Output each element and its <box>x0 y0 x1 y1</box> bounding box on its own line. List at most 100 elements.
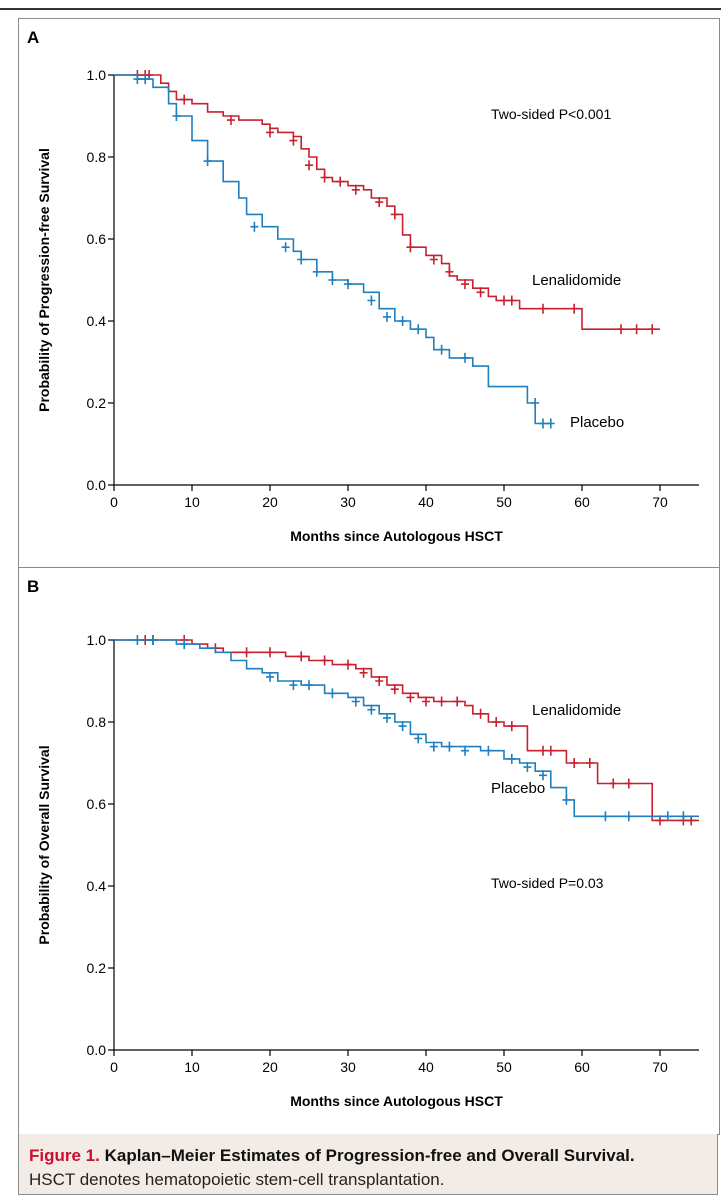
chart-a-series-placebo-label: Placebo <box>570 414 624 431</box>
chart-a-series-placebo-censor-mark <box>383 311 391 322</box>
chart-a-series-lenalidomide-censor-mark <box>227 115 235 126</box>
chart-a-series-lenalidomide-censor-mark <box>305 160 313 171</box>
chart-b-series-lenalidomide-censor-mark <box>242 647 251 658</box>
chart-b-x-tick-label: 0 <box>110 1059 118 1075</box>
chart-a-series-placebo-censor-mark <box>297 254 306 265</box>
chart-b-series-lenalidomide-censor-mark <box>297 651 306 662</box>
chart-b-series-placebo-censor-mark <box>523 762 532 773</box>
chart-b-x-tick-label: 50 <box>496 1059 512 1075</box>
chart-a-series-lenalidomide-censor-mark <box>266 127 274 138</box>
chart-b-series-placebo-censor-mark <box>679 811 688 822</box>
chart-b-series-lenalidomide-censor-mark <box>507 721 516 732</box>
chart-b-series-placebo-censor-mark <box>445 741 454 752</box>
chart-a-series-placebo-censor-mark <box>203 156 212 167</box>
panel-b: B 0.0 0.2 0.4 0.6 0.8 1.0 0 10 20 30 40 50 60 70 Months… <box>18 567 720 1135</box>
chart-a-series-lenalidomide-censor-mark <box>375 197 384 208</box>
chart-b-series-placebo-censor-mark <box>305 680 313 691</box>
chart-b-series-placebo-censor-mark <box>328 688 337 699</box>
chart-b-y-axis-label: Probability of Overall Survival <box>36 745 52 944</box>
chart-b-series-placebo-censor-mark <box>562 794 571 805</box>
chart-a-x-tick-label: 60 <box>574 494 590 510</box>
figure-caption: Figure 1. Kaplan–Meier Estimates of Prog… <box>18 1134 718 1195</box>
chart-b-series-lenalidomide-censor-mark <box>406 692 415 703</box>
chart-a-series-lenalidomide-censor-mark <box>336 176 345 187</box>
chart-a-y-tick-label: 0.8 <box>87 149 107 165</box>
chart-b-series-lenalidomide-censor-mark <box>422 696 430 707</box>
chart-a-series-lenalidomide-censor-mark <box>539 303 547 314</box>
chart-b-series-lenalidomide-censor-mark <box>476 708 485 719</box>
chart-a-series-lenalidomide-censor-mark <box>351 184 360 195</box>
chart-a-series-placebo-censor-mark <box>172 111 181 121</box>
chart-a-series-lenalidomide-censor-mark <box>648 324 657 335</box>
chart-a-series-lenalidomide-line <box>114 74 660 330</box>
chart-a-x-tick-label: 30 <box>340 494 356 510</box>
chart-a-y-tick-label: 0.4 <box>87 313 107 329</box>
chart-b-series-lenalidomide-censor-mark <box>375 676 384 686</box>
chart-a-series-lenalidomide-censor-mark <box>507 295 516 306</box>
chart-a-y-tick-label: 0.0 <box>87 477 107 493</box>
chart-b-series-placebo-censor-mark <box>663 811 672 822</box>
caption-title: Kaplan–Meier Estimates of Progression-fr… <box>104 1146 635 1165</box>
chart-a-series-lenalidomide-censor-mark <box>632 324 641 335</box>
chart-b-series-placebo-censor-mark <box>414 733 423 744</box>
caption-note: HSCT denotes hematopoietic stem-cell tra… <box>29 1170 445 1189</box>
chart-a-x-tick-label: 20 <box>262 494 278 510</box>
chart-a-series-lenalidomide-censor-mark <box>390 209 399 220</box>
chart-b-p-value: Two-sided P=0.03 <box>491 875 604 891</box>
chart-a-series-lenalidomide-censor-mark <box>406 242 415 253</box>
chart-b-y-tick-label: 0.2 <box>87 960 107 976</box>
chart-a-series-placebo-censor-mark <box>531 398 540 408</box>
chart-b-y-tick-label: 0.8 <box>87 714 107 730</box>
chart-b-series-placebo-censor-mark <box>539 770 547 781</box>
chart-a-series-placebo-censor-mark <box>344 279 352 290</box>
chart-b-series-lenalidomide-censor-mark <box>609 778 618 789</box>
chart-b-series-lenalidomide-censor-mark <box>344 659 352 670</box>
chart-a-series-placebo-censor-mark <box>546 418 555 429</box>
chart-a-series-lenalidomide-censor-mark <box>617 324 625 335</box>
chart-b-series-lenalidomide-censor-mark <box>624 778 633 789</box>
chart-a-panel-letter: A <box>27 28 39 47</box>
chart-b-series-placebo-censor-mark <box>601 811 610 822</box>
chart-b-y-tick-label: 0.0 <box>87 1042 107 1058</box>
chart-b-series-lenalidomide-label: Lenalidomide <box>532 702 621 719</box>
chart-a-series-placebo-censor-mark <box>141 74 150 85</box>
chart-a-x-tick-label: 10 <box>184 494 200 510</box>
chart-a-series-placebo-censor-mark <box>461 352 469 363</box>
chart-a-series-lenalidomide-censor-mark <box>500 295 508 306</box>
chart-b-svg: B 0.0 0.2 0.4 0.6 0.8 1.0 0 10 20 30 40 50 60 70 Months… <box>27 577 699 1109</box>
chart-b-series-placebo-line <box>114 639 699 818</box>
chart-b-series-placebo-censor-mark <box>429 741 438 752</box>
chart-b-x-tick-label: 40 <box>418 1059 434 1075</box>
chart-b-series-lenalidomide-censor-mark <box>437 696 446 707</box>
chart-b-series-lenalidomide-censor-mark <box>492 717 501 727</box>
chart-a-series-lenalidomide-censor-mark <box>476 287 485 298</box>
chart-a-series-lenalidomide-censor-mark <box>180 94 189 105</box>
chart-a-series-placebo-censor-mark <box>539 418 547 429</box>
chart-a-y-tick-label: 1.0 <box>87 67 107 83</box>
chart-b-panel-letter: B <box>27 577 39 596</box>
chart-b-series-placebo-censor-mark <box>461 745 469 756</box>
chart-a-svg: A 0.0 0.2 0.4 0.6 0.8 1.0 0 10 20 30 40 50 60 70 Months… <box>27 28 699 544</box>
chart-a-series-placebo-line <box>114 74 551 425</box>
chart-a-x-tick-label: 0 <box>110 494 118 510</box>
chart-b-series-placebo-censor-mark <box>367 704 376 715</box>
chart-a-x-tick-label: 40 <box>418 494 434 510</box>
chart-b-series-lenalidomide-censor-mark <box>539 745 547 756</box>
chart-a-y-axis-label: Probability of Progression-free Survival <box>36 148 52 412</box>
chart-b-series-lenalidomide-censor-mark <box>320 655 329 666</box>
chart-a-series-lenalidomide-censor-mark <box>461 279 469 290</box>
chart-a-x-tick-label: 50 <box>496 494 512 510</box>
chart-b-series-lenalidomide-censor-mark <box>453 696 462 707</box>
chart-b-series-placebo-censor-mark <box>266 671 274 682</box>
chart-b-series-placebo-censor-mark <box>398 721 407 732</box>
chart-b-series-lenalidomide-censor-mark <box>570 758 579 768</box>
chart-a-series-placebo-censor-mark <box>328 275 337 285</box>
chart-a-series-lenalidomide-censor-mark <box>320 172 329 183</box>
chart-b-x-tick-label: 20 <box>262 1059 278 1075</box>
chart-a-series-placebo-censor-mark <box>398 316 407 326</box>
chart-b-y-tick-label: 1.0 <box>87 632 107 648</box>
top-rule <box>0 8 721 10</box>
chart-a-series-placebo-censor-mark <box>250 221 259 232</box>
chart-b-series-lenalidomide-censor-mark <box>585 758 594 768</box>
